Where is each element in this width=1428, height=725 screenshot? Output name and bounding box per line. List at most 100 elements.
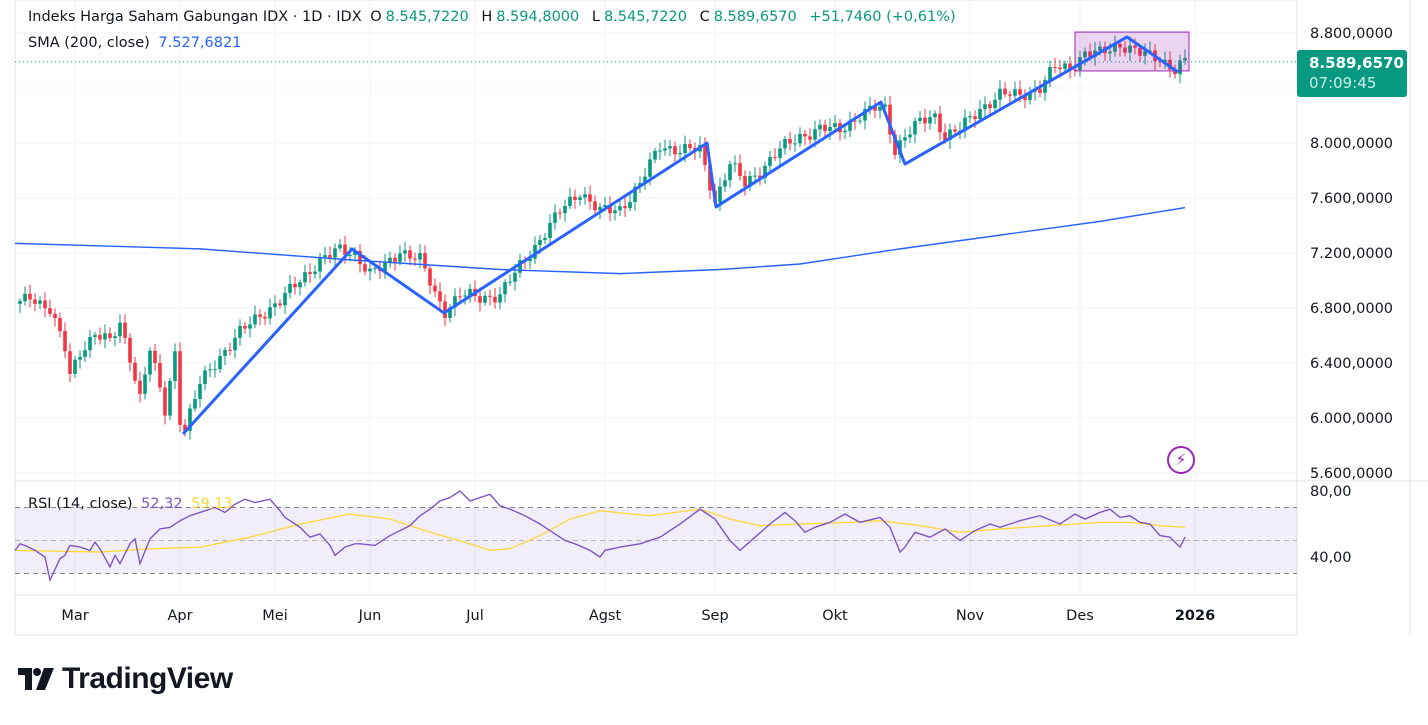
candle-body <box>413 258 417 260</box>
tradingview-logo[interactable]: TradingView <box>18 662 233 696</box>
rsi-ma-line <box>14 508 1186 553</box>
candle-body <box>613 210 617 214</box>
candle-body <box>568 196 572 207</box>
candle-body <box>38 300 42 304</box>
candle-body <box>718 186 722 203</box>
tradingview-logo-icon <box>18 668 54 690</box>
candle-body <box>1183 57 1187 61</box>
rsi-legend[interactable]: RSI (14, close) 52,32 59,13 <box>28 496 237 512</box>
candle-body <box>858 120 862 122</box>
candle-body <box>258 314 262 317</box>
candle-body <box>573 196 577 201</box>
candle-body <box>253 314 257 325</box>
candle-body <box>743 176 747 187</box>
candle-body <box>498 294 502 303</box>
candle-body <box>853 120 857 122</box>
candle-body <box>198 384 202 399</box>
candle-body <box>533 245 537 259</box>
candle-body <box>943 132 947 140</box>
candle-body <box>163 387 167 416</box>
candle-body <box>688 144 692 149</box>
candle-body <box>308 272 312 275</box>
candle-body <box>298 282 302 288</box>
candle-body <box>423 253 427 269</box>
low-value: 8.545,7220 <box>603 9 687 25</box>
candle-body <box>1163 59 1167 62</box>
time-tick-label: Okt <box>822 608 848 624</box>
sma-legend[interactable]: SMA (200, close) 7.527,6821 <box>28 35 245 51</box>
candle-body <box>183 424 187 431</box>
candle-body <box>873 105 877 111</box>
candle-body <box>1008 94 1012 96</box>
candle-body <box>468 288 472 296</box>
candle-body <box>828 126 832 132</box>
candle-body <box>108 333 112 338</box>
candle-body <box>358 250 362 265</box>
candle-body <box>418 253 422 260</box>
candle-body <box>578 197 582 201</box>
candle-body <box>723 180 727 187</box>
candle-body <box>888 104 892 135</box>
candle-body <box>23 293 27 302</box>
candle-body <box>458 296 462 298</box>
candle-body <box>963 117 967 131</box>
candle-body <box>633 186 637 202</box>
candle-body <box>343 244 347 256</box>
sma-200-line <box>14 206 1186 275</box>
candle-body <box>483 295 487 303</box>
time-tick-label: Mei <box>262 608 287 624</box>
candle-body <box>973 116 977 120</box>
candle-body <box>658 150 662 152</box>
pattern-box <box>1074 31 1190 72</box>
candle-body <box>763 165 767 179</box>
sma-value: 7.527,6821 <box>158 35 242 51</box>
price-tick-label: 5.600,0000 <box>1310 466 1393 482</box>
candle-body <box>708 164 712 191</box>
candle-body <box>158 362 162 388</box>
candle-body <box>513 272 517 282</box>
time-tick-label: Jul <box>465 608 484 624</box>
candle-body <box>643 176 647 184</box>
price-tick-label: 7.600,0000 <box>1310 191 1393 207</box>
candle-body <box>33 299 37 304</box>
time-tick-label: 2026 <box>1175 608 1215 624</box>
candle-body <box>668 146 672 149</box>
candle-body <box>748 176 752 187</box>
candle-body <box>288 283 292 293</box>
candle-body <box>933 113 937 118</box>
price-tick-label: 8.000,0000 <box>1310 136 1393 152</box>
candle-body <box>818 124 822 130</box>
candle-body <box>783 139 787 149</box>
candle-body <box>98 335 102 340</box>
candle-body <box>1023 94 1027 101</box>
candle-body <box>178 351 182 425</box>
candle-body <box>1133 45 1137 48</box>
candle-body <box>948 129 952 140</box>
candle-body <box>373 268 377 270</box>
candle-body <box>1068 63 1072 70</box>
candle-body <box>548 222 552 239</box>
candle-body <box>208 369 212 371</box>
main-legend: Indeks Harga Saham Gabungan IDX · 1D · I… <box>28 9 960 25</box>
time-tick-label: Apr <box>167 608 192 624</box>
candle-body <box>563 206 567 214</box>
high-label: H <box>481 9 493 25</box>
candle-body <box>663 148 667 151</box>
candle-body <box>1123 47 1127 53</box>
lightning-icon[interactable]: ⚡ <box>1167 446 1195 474</box>
candle-body <box>1138 47 1142 56</box>
candle-body <box>403 250 407 254</box>
symbol-title: Indeks Harga Saham Gabungan IDX · 1D · I… <box>28 9 362 25</box>
candle-body <box>1148 50 1152 52</box>
candle-body <box>328 255 332 258</box>
logo-text: TradingView <box>62 662 233 695</box>
candle-body <box>813 129 817 140</box>
candle-body <box>648 159 652 177</box>
candle-body <box>123 322 127 338</box>
candle-body <box>1118 43 1122 48</box>
candle-body <box>1098 46 1102 51</box>
candle-body <box>753 175 757 177</box>
candle-body <box>1058 67 1062 69</box>
candle-body <box>283 292 287 306</box>
